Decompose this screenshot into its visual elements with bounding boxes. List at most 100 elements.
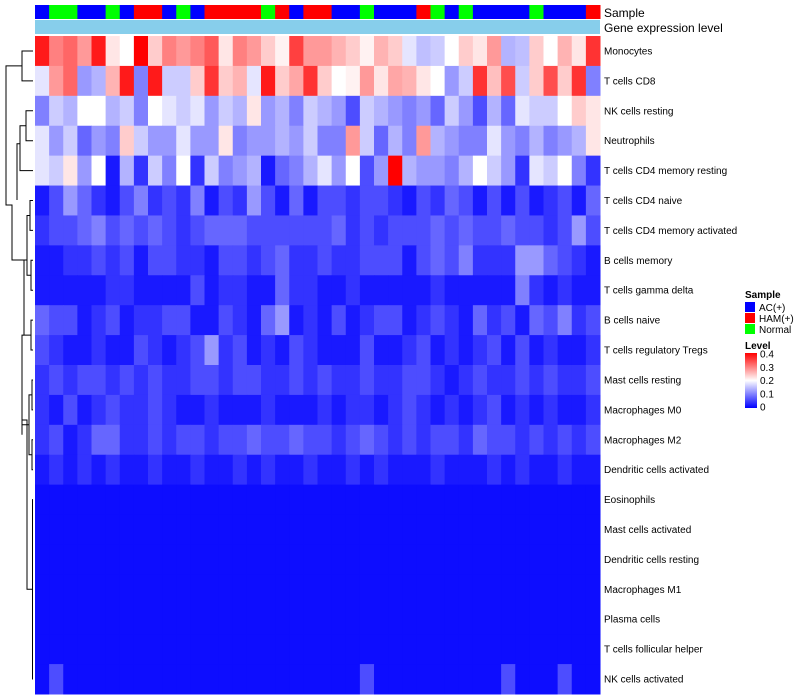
heatmap-cell: [35, 634, 50, 665]
heatmap-cell: [148, 335, 163, 366]
heatmap-cell: [148, 275, 163, 306]
heatmap-cell: [571, 634, 587, 665]
heatmap-cell: [416, 65, 432, 97]
heatmap-cell: [501, 574, 516, 605]
heatmap-cell: [105, 125, 121, 157]
heatmap-cell: [444, 36, 460, 67]
heatmap-cell: [416, 155, 432, 187]
sample-annotation-cell: [331, 5, 347, 19]
heatmap-cell: [487, 335, 502, 366]
heatmap-cell: [317, 365, 333, 396]
heatmap-cell: [49, 574, 64, 605]
heatmap-cell: [105, 335, 121, 366]
heatmap-cell: [416, 365, 432, 396]
heatmap-cell: [515, 424, 530, 456]
heatmap-cell: [501, 185, 516, 216]
sample-annotation-cell: [232, 5, 248, 19]
heatmap-cell: [275, 65, 290, 97]
heatmap-cell: [246, 424, 262, 456]
legend-level-tick: 0.2: [760, 376, 774, 387]
heatmap-cell: [148, 65, 163, 97]
heatmap-cell: [331, 155, 347, 187]
heatmap-cell: [402, 365, 417, 396]
heatmap-cell: [515, 514, 530, 545]
heatmap-cell: [261, 245, 276, 276]
heatmap-cell: [119, 185, 135, 216]
heatmap-cell: [430, 454, 446, 486]
heatmap-cell: [472, 424, 488, 456]
heatmap-cell: [190, 125, 206, 157]
heatmap-cell: [487, 544, 502, 575]
heatmap-cell: [416, 394, 432, 426]
sample-annotation-cell: [275, 5, 290, 19]
heatmap-cell: [162, 454, 177, 486]
heatmap-cell: [472, 65, 488, 97]
heatmap-cell: [162, 125, 177, 157]
heatmap-cell: [77, 365, 93, 396]
heatmap-cell: [430, 335, 446, 366]
heatmap-cell: [133, 305, 149, 336]
row-label: Dendritic cells activated: [604, 465, 709, 476]
heatmap-cells: [35, 36, 601, 695]
heatmap-cell: [176, 454, 191, 486]
heatmap-cell: [557, 604, 573, 635]
sample-annotation-cell: [359, 5, 375, 19]
heatmap-cell: [374, 634, 389, 665]
heatmap-cell: [444, 424, 460, 456]
heatmap-cell: [529, 245, 545, 276]
heatmap-cell: [529, 424, 545, 456]
heatmap-cell: [374, 215, 389, 246]
heatmap-cell: [543, 424, 559, 456]
heatmap-cell: [458, 155, 474, 187]
heatmap-cell: [77, 215, 93, 246]
heatmap-cell: [35, 424, 50, 456]
heatmap-cell: [388, 155, 403, 187]
legend-sample-title: Sample: [745, 290, 781, 301]
heatmap-cell: [402, 634, 417, 665]
row-label: Plasma cells: [604, 615, 660, 626]
heatmap-cell: [35, 185, 50, 216]
heatmap-cell: [63, 245, 78, 276]
heatmap-cell: [232, 454, 248, 486]
heatmap-cell: [204, 275, 220, 306]
annotation-label: Sample: [604, 6, 645, 20]
heatmap-cell: [331, 65, 347, 97]
heatmap-cell: [261, 604, 276, 635]
sample-annotation-cell: [317, 5, 333, 19]
sample-annotation-cell: [176, 5, 191, 19]
heatmap-cell: [119, 245, 135, 276]
heatmap-cell: [35, 245, 50, 276]
dendrogram-branch: [10, 204, 24, 261]
heatmap-cell: [275, 215, 290, 246]
heatmap-cell: [246, 484, 262, 516]
heatmap-cell: [345, 155, 361, 187]
heatmap-cell: [148, 634, 163, 665]
heatmap-cell: [458, 634, 474, 665]
heatmap-cell: [416, 335, 432, 366]
sample-annotation-cell: [190, 5, 206, 19]
heatmap-cell: [501, 365, 516, 396]
legend-level-tick: 0.3: [760, 363, 774, 374]
heatmap-cell: [77, 604, 93, 635]
heatmap-cell: [487, 36, 502, 67]
heatmap-cell: [148, 664, 163, 695]
heatmap-cell: [49, 36, 64, 67]
heatmap-cell: [557, 275, 573, 306]
heatmap-cell: [402, 604, 417, 635]
heatmap-cell: [472, 185, 488, 216]
heatmap-cell: [515, 125, 530, 157]
heatmap-cell: [77, 544, 93, 575]
heatmap-cell: [204, 155, 220, 187]
heatmap-cell: [374, 185, 389, 216]
heatmap-cell: [585, 484, 601, 516]
heatmap-cell: [402, 574, 417, 605]
heatmap-cell: [77, 155, 93, 187]
sample-annotation-cell: [49, 5, 64, 19]
heatmap-cell: [49, 245, 64, 276]
dendrogram-branch: [23, 259, 31, 336]
heatmap-cell: [557, 544, 573, 575]
heatmap-cell: [444, 275, 460, 306]
heatmap-cell: [246, 604, 262, 635]
heatmap-cell: [388, 664, 403, 695]
heatmap-cell: [543, 544, 559, 575]
